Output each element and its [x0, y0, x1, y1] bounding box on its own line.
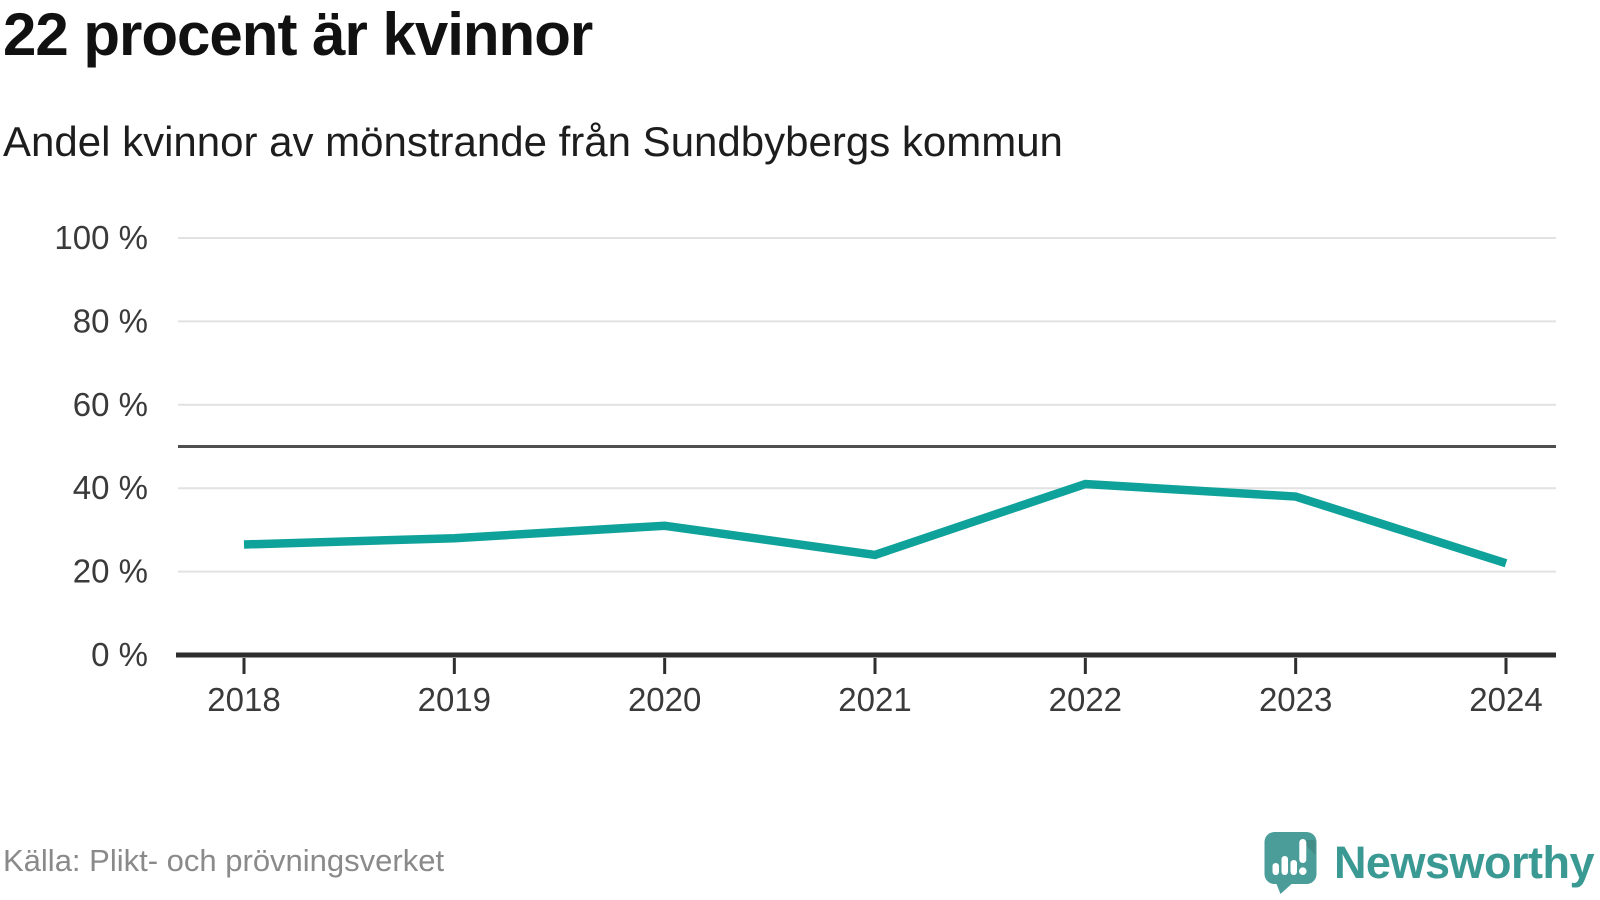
source-note: Källa: Plikt- och prövningsverket [3, 843, 445, 878]
newsworthy-wordmark: Newsworthy [1333, 836, 1595, 888]
y-tick-label: 80 % [73, 302, 148, 339]
y-tick-label: 40 % [73, 469, 148, 506]
newsworthy-brand: Newsworthy [1262, 830, 1595, 894]
exclamation-dot [1298, 867, 1307, 875]
y-tick-label: 0 % [91, 636, 148, 673]
newsworthy-logo-icon [1264, 832, 1317, 894]
x-tick-label: 2023 [1259, 681, 1332, 718]
x-tick-label: 2024 [1469, 681, 1542, 718]
y-tick-label: 20 % [73, 553, 148, 590]
bar-chart-glyph [1272, 839, 1307, 875]
exclamation-bar [1299, 839, 1307, 863]
y-tick-label: 60 % [73, 386, 148, 423]
x-tick-label: 2020 [628, 681, 701, 718]
x-tick-label: 2022 [1049, 681, 1122, 718]
x-tick-label: 2018 [207, 681, 280, 718]
data-line [243, 479, 1508, 568]
x-tick-label: 2021 [838, 681, 911, 718]
chart-subtitle: Andel kvinnor av mönstrande från Sundbyb… [3, 118, 1063, 165]
y-tick-label: 100 % [54, 219, 148, 256]
chart-title: 22 procent är kvinnor [3, 1, 593, 68]
x-tick-label: 2019 [418, 681, 491, 718]
